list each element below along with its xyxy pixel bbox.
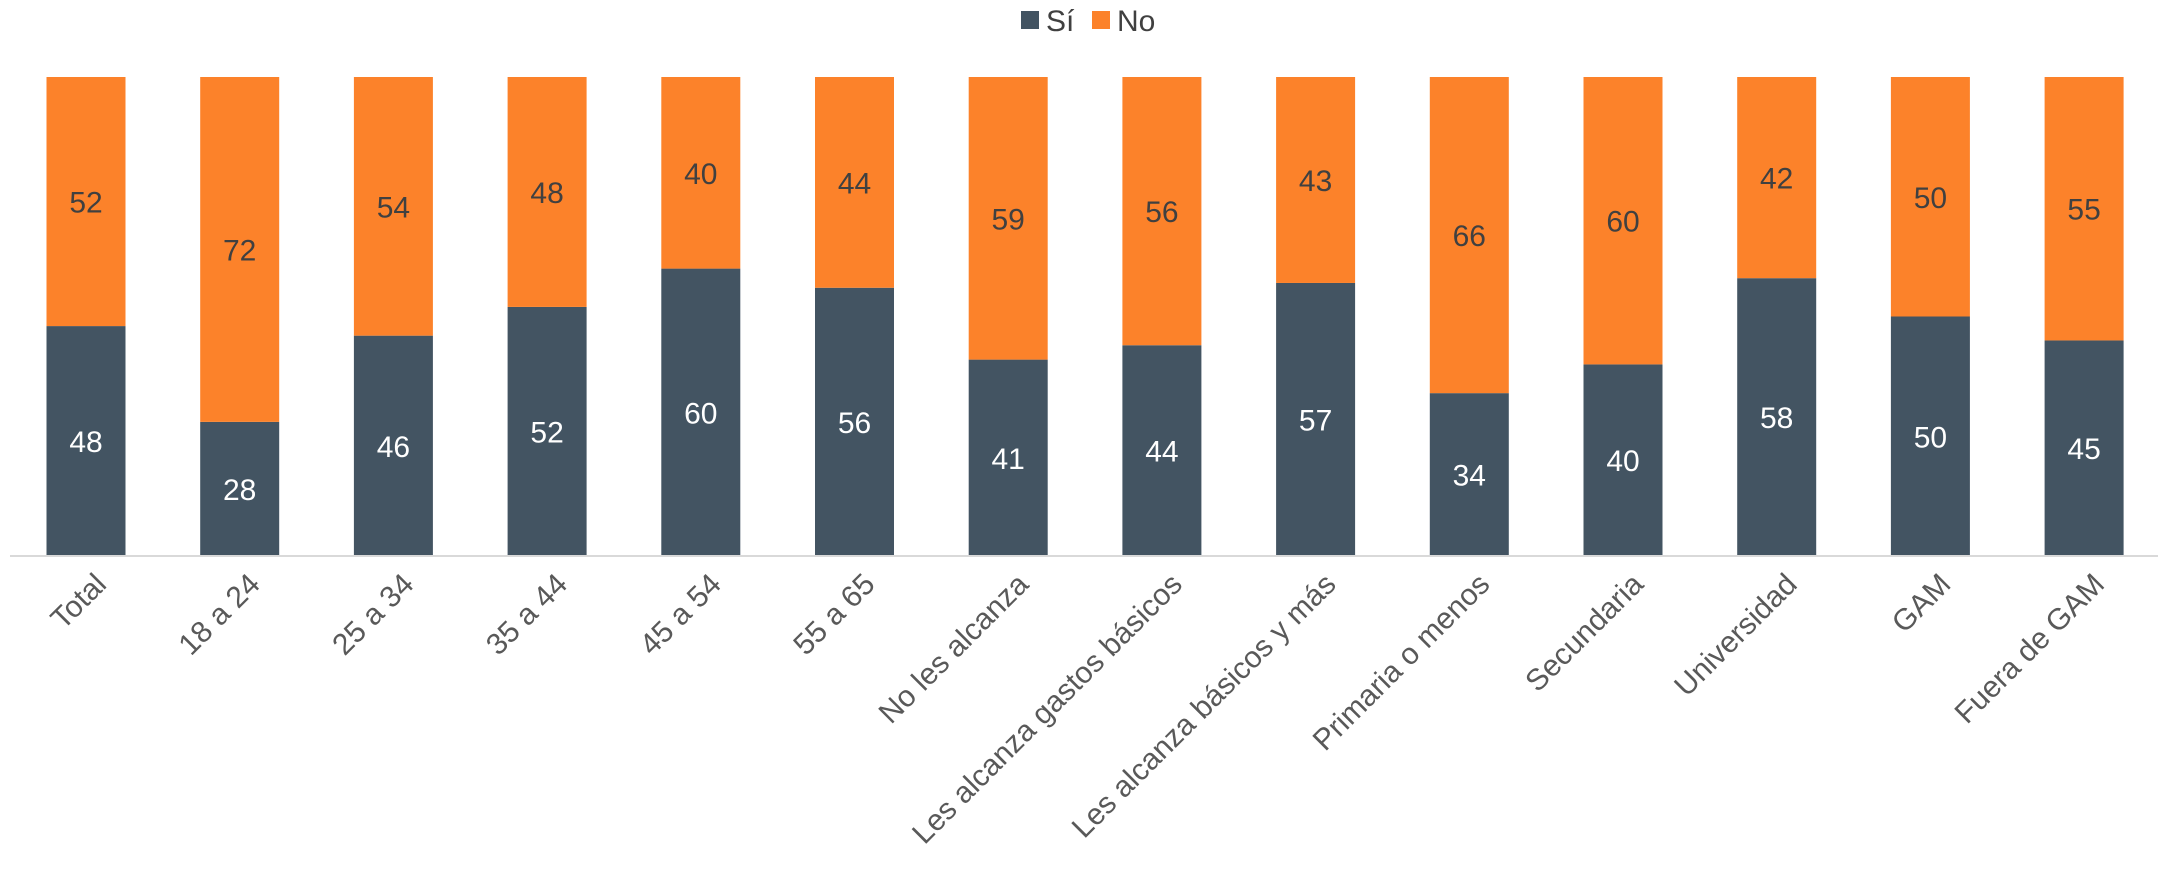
bar-no-55-a-65 bbox=[815, 77, 894, 288]
bar-no-25-a-34 bbox=[353, 77, 433, 336]
bar-no-les-alcanza-gastos-basicos bbox=[1122, 77, 1202, 346]
legend-label-si: Sí bbox=[1046, 5, 1075, 38]
x-tick-label-les-alcanza-basicos-y-mas: Les alcanza básicos y más bbox=[1066, 568, 1343, 845]
data-label-no-les-alcanza-gastos-basicos: 56 bbox=[1145, 196, 1178, 229]
legend-swatch-no bbox=[1092, 11, 1110, 29]
bar-si-55-a-65 bbox=[815, 287, 894, 556]
x-tick-label-total: Total bbox=[45, 568, 113, 636]
data-label-no-universidad: 42 bbox=[1760, 163, 1793, 196]
data-label-si-25-a-34: 46 bbox=[377, 431, 410, 464]
bar-si-les-alcanza-gastos-basicos bbox=[1122, 345, 1202, 556]
bar-si-fuera-de-gam bbox=[2044, 340, 2124, 556]
data-label-no-18-a-24: 72 bbox=[223, 234, 256, 267]
data-label-no-primaria-o-menos: 66 bbox=[1453, 220, 1486, 253]
bar-no-18-a-24 bbox=[200, 77, 280, 422]
bar-si-secundaria bbox=[1583, 364, 1663, 556]
bar-no-no-les-alcanza bbox=[968, 77, 1048, 360]
bar-si-no-les-alcanza bbox=[968, 359, 1048, 556]
data-label-no-25-a-34: 54 bbox=[377, 191, 410, 224]
data-label-no-les-alcanza-basicos-y-mas: 43 bbox=[1299, 165, 1332, 198]
data-label-si-primaria-o-menos: 34 bbox=[1453, 460, 1486, 493]
legend-swatch-si bbox=[1021, 11, 1039, 29]
legend-label-no: No bbox=[1117, 5, 1155, 38]
data-label-si-no-les-alcanza: 41 bbox=[992, 443, 1025, 476]
data-label-si-total: 48 bbox=[69, 426, 102, 459]
data-label-si-les-alcanza-basicos-y-mas: 57 bbox=[1299, 404, 1332, 437]
bar-si-les-alcanza-basicos-y-mas bbox=[1276, 282, 1356, 556]
x-tick-label-no-les-alcanza: No les alcanza bbox=[873, 567, 1036, 730]
bar-si-18-a-24 bbox=[200, 421, 280, 556]
data-label-si-fuera-de-gam: 45 bbox=[2067, 433, 2100, 466]
bar-no-secundaria bbox=[1583, 77, 1663, 365]
data-label-si-55-a-65: 56 bbox=[838, 407, 871, 440]
data-label-si-secundaria: 40 bbox=[1606, 445, 1639, 478]
bar-no-primaria-o-menos bbox=[1429, 77, 1509, 394]
bar-no-gam bbox=[1890, 77, 1970, 317]
data-label-no-35-a-44: 48 bbox=[530, 177, 563, 210]
data-label-si-les-alcanza-gastos-basicos: 44 bbox=[1145, 436, 1178, 469]
legend: Sí No bbox=[1021, 5, 1155, 38]
data-label-no-total: 52 bbox=[69, 187, 102, 220]
x-tick-label-55-a-65: 55 a 65 bbox=[787, 568, 881, 662]
data-label-si-45-a-54: 60 bbox=[684, 397, 717, 430]
bar-si-25-a-34 bbox=[353, 335, 433, 556]
x-tick-label-secundaria: Secundaria bbox=[1519, 567, 1650, 698]
data-label-no-no-les-alcanza: 59 bbox=[992, 203, 1025, 236]
x-tick-label-35-a-44: 35 a 44 bbox=[480, 568, 574, 662]
bar-si-gam bbox=[1890, 316, 1970, 556]
bar-no-les-alcanza-basicos-y-mas bbox=[1276, 77, 1356, 283]
data-label-si-universidad: 58 bbox=[1760, 402, 1793, 435]
bar-si-35-a-44 bbox=[507, 306, 587, 556]
bar-no-total bbox=[46, 77, 126, 327]
bar-no-fuera-de-gam bbox=[2044, 77, 2124, 341]
x-axis-labels: Total 18 a 24 25 a 34 35 a 44 45 a 54 55 a 65… bbox=[45, 567, 2111, 850]
bar-si-universidad bbox=[1737, 278, 1817, 556]
bar-si-total bbox=[46, 326, 126, 556]
data-label-si-35-a-44: 52 bbox=[530, 416, 563, 449]
data-label-no-secundaria: 60 bbox=[1606, 206, 1639, 239]
data-label-si-gam: 50 bbox=[1914, 421, 1947, 454]
bar-no-universidad bbox=[1737, 77, 1817, 279]
x-tick-label-25-a-34: 25 a 34 bbox=[326, 568, 420, 662]
x-tick-label-18-a-24: 18 a 24 bbox=[173, 568, 267, 662]
data-label-si-18-a-24: 28 bbox=[223, 474, 256, 507]
x-tick-label-gam: GAM bbox=[1886, 568, 1958, 640]
data-label-no-fuera-de-gam: 55 bbox=[2067, 194, 2100, 227]
data-label-no-gam: 50 bbox=[1914, 182, 1947, 215]
bars: 48 52 28 72 46 54 52 48 60 40 56 44 41 59 44 56 57 43 34 66… bbox=[46, 77, 2124, 556]
bar-no-35-a-44 bbox=[507, 77, 587, 307]
bar-no-45-a-54 bbox=[661, 77, 741, 269]
data-label-no-45-a-54: 40 bbox=[684, 158, 717, 191]
x-tick-label-fuera-de-gam: Fuera de GAM bbox=[1949, 568, 2111, 730]
bar-si-45-a-54 bbox=[661, 268, 741, 556]
bar-si-primaria-o-menos bbox=[1429, 393, 1509, 556]
data-label-no-55-a-65: 44 bbox=[838, 167, 871, 200]
x-tick-label-45-a-54: 45 a 54 bbox=[634, 568, 728, 662]
x-tick-label-universidad: Universidad bbox=[1668, 568, 1803, 703]
x-tick-label-les-alcanza-gastos-basicos: Les alcanza gastos básicos bbox=[906, 568, 1189, 851]
